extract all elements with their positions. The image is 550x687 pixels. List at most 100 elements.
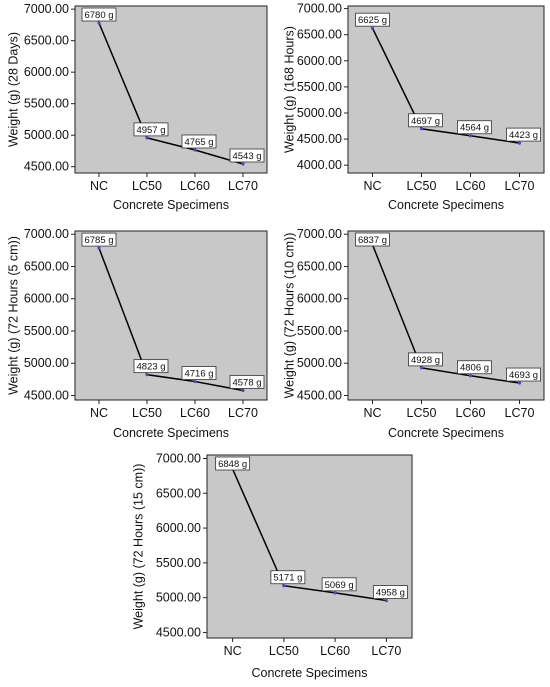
- data-label-box: [457, 120, 492, 135]
- y-tick-label: 4000.00: [297, 158, 342, 172]
- data-point-lc70: [517, 381, 522, 385]
- data-label-box: [229, 375, 265, 389]
- x-tick-label-lc50: LC50: [132, 179, 162, 193]
- data-point-lc60: [333, 591, 337, 595]
- y-tick-label: 7000.00: [297, 2, 342, 16]
- x-tick-label-lc70: LC70: [228, 179, 258, 193]
- data-label-box: [81, 7, 117, 22]
- x-tick-label-lc50: LC50: [407, 406, 437, 420]
- data-point-lc50: [145, 136, 149, 140]
- series-line: [231, 468, 387, 602]
- y-tick-label: 5000.00: [156, 591, 201, 605]
- x-tick-label-lc50: LC50: [269, 644, 299, 658]
- data-label-text: 4564 g: [460, 123, 489, 134]
- y-tick-label: 5000.00: [24, 356, 69, 370]
- data-label-text: 4543 g: [232, 151, 261, 162]
- data-label-box: [408, 113, 443, 128]
- y-tick-label: 7000.00: [297, 227, 342, 241]
- data-label-nc: 6848 g: [215, 456, 251, 471]
- chart-28-days: 7000.00 6500.00 6000.00 5500.00 5000.00 4500.…: [0, 0, 275, 215]
- y-tick-label: 6500.00: [297, 28, 342, 42]
- data-label-lc50: 4823 g: [133, 359, 169, 374]
- data-label-lc50: 4697 g: [408, 113, 443, 128]
- x-tick-label-lc60: LC60: [180, 179, 210, 193]
- data-point-nc: [97, 21, 101, 25]
- x-tick-label-nc: NC: [363, 179, 381, 193]
- data-label-text: 4423 g: [509, 130, 538, 141]
- y-axis-title: Weight (g) (72 Hours (15 cm)): [131, 464, 145, 630]
- plot-area: [347, 5, 545, 174]
- x-tick-label-nc: NC: [363, 406, 381, 420]
- data-label-text: 4806 g: [460, 363, 489, 374]
- data-point-lc50: [145, 373, 149, 377]
- data-point-lc50: [419, 366, 424, 370]
- data-label-box: [181, 366, 217, 380]
- data-label-box: [229, 148, 265, 163]
- y-tick-label: 6000.00: [24, 292, 69, 306]
- data-label-text: 6848 g: [218, 459, 247, 470]
- y-tick-label: 5500.00: [297, 324, 342, 338]
- data-label-nc: 6625 g: [355, 12, 390, 27]
- x-tick-label-lc60: LC60: [320, 644, 350, 658]
- data-label-lc50: 4928 g: [408, 352, 443, 367]
- data-point-lc50: [282, 584, 286, 588]
- x-axis-title: Concrete Specimens: [251, 666, 367, 680]
- chart-72-hours-15cm: 7000.00 6500.00 6000.00 5500.00 5000.00 4500.…: [125, 448, 425, 682]
- data-label-lc60: 4806 g: [457, 360, 492, 375]
- x-tick-label-lc50: LC50: [407, 179, 437, 193]
- y-tick-label: 5000.00: [297, 356, 342, 370]
- y-tick-label: 6500.00: [24, 34, 69, 48]
- data-label-box: [506, 127, 541, 142]
- data-label-box: [355, 12, 390, 27]
- data-point-lc60: [193, 148, 197, 152]
- chart-svg: 7000.00 6500.00 6000.00 5500.00 5000.00 4500.…: [131, 451, 413, 680]
- series-line: [98, 22, 244, 165]
- chart-svg: 7000.00 6500.00 6000.00 5500.00 5000.00 4500.…: [6, 2, 268, 212]
- x-tick-label-lc60: LC60: [456, 179, 486, 193]
- data-point-nc: [370, 26, 375, 30]
- data-label-text: 4957 g: [136, 125, 165, 136]
- data-label-text: 4765 g: [184, 137, 213, 148]
- data-label-lc50: 4957 g: [133, 122, 169, 137]
- x-axis-title: Concrete Specimens: [113, 426, 229, 440]
- y-tick-label: 6500.00: [297, 259, 342, 273]
- x-axis-title: Concrete Specimens: [388, 426, 504, 440]
- series-line: [371, 27, 520, 144]
- data-label-box: [408, 352, 443, 367]
- data-label-lc70: 4693 g: [506, 367, 541, 382]
- data-label-text: 4697 g: [411, 116, 440, 127]
- chart-168-hours: 7000.00 6500.00 6000.00 5500.00 5000.00 4500.…: [278, 0, 550, 215]
- data-label-nc: 6780 g: [81, 7, 117, 22]
- data-label-lc60: 5069 g: [321, 577, 357, 592]
- data-label-box: [270, 570, 306, 585]
- y-tick-label: 6500.00: [24, 259, 69, 273]
- data-point-lc60: [468, 374, 473, 378]
- y-tick-label: 6000.00: [297, 292, 342, 306]
- y-tick-label: 6000.00: [156, 521, 201, 535]
- y-tick-label: 5500.00: [156, 556, 201, 570]
- x-tick-label-lc70: LC70: [505, 179, 535, 193]
- series-line: [371, 244, 520, 384]
- data-label-box: [133, 359, 169, 374]
- data-label-box: [372, 585, 408, 599]
- x-tick-label-lc70: LC70: [371, 644, 401, 658]
- chart-72-hours-10cm: 7000.00 6500.00 6000.00 5500.00 5000.00 4500.…: [278, 224, 550, 442]
- y-tick-label: 5500.00: [297, 80, 342, 94]
- data-label-box: [321, 577, 357, 592]
- data-label-text: 6780 g: [84, 10, 113, 21]
- y-tick-label: 4500.00: [297, 132, 342, 146]
- y-axis-title: Weight (g) (28 Days): [6, 32, 20, 147]
- y-tick-label: 6500.00: [156, 486, 201, 500]
- plot-area: [74, 5, 268, 174]
- data-label-text: 4823 g: [136, 362, 165, 373]
- y-axis-title: Weight (g) (72 Hours (5 cm)): [6, 236, 20, 395]
- chart-svg: 7000.00 6500.00 6000.00 5500.00 5000.00 4500.…: [282, 2, 545, 212]
- data-point-lc60: [468, 134, 473, 138]
- data-label-box: [181, 134, 217, 149]
- y-tick-label: 4500.00: [24, 160, 69, 174]
- y-tick-label: 7000.00: [24, 227, 69, 241]
- data-label-nc: 6837 g: [355, 232, 390, 247]
- x-tick-label-nc: NC: [90, 179, 108, 193]
- y-tick-label: 5000.00: [297, 106, 342, 120]
- data-point-lc70: [241, 162, 245, 166]
